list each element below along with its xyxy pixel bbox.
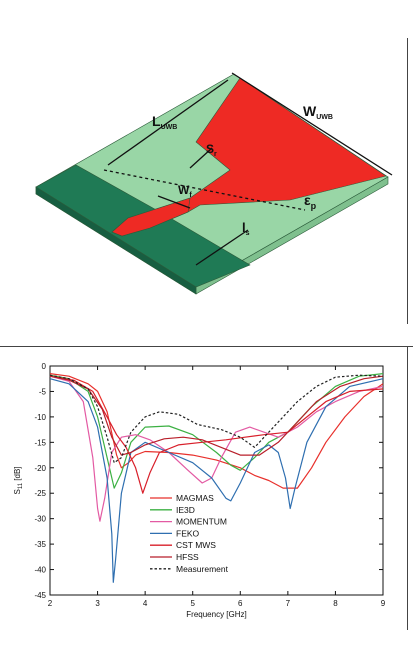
x-tick-label: 7 bbox=[286, 599, 291, 608]
plot-frame bbox=[49, 365, 384, 596]
legend-label-ie3d: IE3D bbox=[176, 505, 195, 515]
legend-label-hfss: HFSS bbox=[176, 552, 199, 562]
series-line-momentum bbox=[49, 375, 384, 522]
eps-p-label: εp bbox=[304, 192, 317, 211]
l-s-dimension-line bbox=[195, 229, 249, 266]
legend-label-feko: FEKO bbox=[176, 528, 200, 538]
w-uwb-dimension-line bbox=[231, 72, 393, 176]
frame-right-rule-bottom bbox=[407, 346, 408, 630]
x-tick-label: 4 bbox=[143, 599, 148, 608]
frame-divider bbox=[0, 346, 413, 347]
s-r-dimension-line bbox=[189, 147, 213, 169]
series-line-cst-mws bbox=[49, 375, 384, 494]
y-axis-label: S11 [dB] bbox=[13, 466, 24, 494]
x-tick-label: 8 bbox=[333, 599, 338, 608]
y-tick-label: -40 bbox=[34, 566, 46, 575]
y-tick-label: -20 bbox=[34, 464, 46, 473]
y-tick-label: -30 bbox=[34, 515, 46, 524]
legend-label-measurement: Measurement bbox=[176, 564, 229, 574]
x-tick-label: 9 bbox=[381, 599, 386, 608]
legend-label-cst-mws: CST MWS bbox=[176, 540, 216, 550]
antenna-geometry-figure: LUWB WUWB Sr Wf εp ls bbox=[35, 72, 393, 295]
x-tick-label: 3 bbox=[95, 599, 100, 608]
x-tick-label: 6 bbox=[238, 599, 243, 608]
w-uwb-label: WUWB bbox=[303, 103, 333, 121]
x-axis-label: Frequency [GHz] bbox=[186, 610, 246, 619]
y-tick-label: -15 bbox=[34, 438, 46, 447]
x-tick-label: 5 bbox=[190, 599, 195, 608]
series-line-feko bbox=[49, 378, 384, 583]
y-tick-label: -10 bbox=[34, 413, 46, 422]
series-line-hfss bbox=[49, 375, 384, 456]
y-tick-label: -35 bbox=[34, 540, 46, 549]
y-tick-label: 0 bbox=[42, 362, 47, 371]
legend-label-magmas: MAGMAS bbox=[176, 493, 214, 503]
legend-label-momentum: MOMENTUM bbox=[176, 517, 227, 527]
series-line-measurement bbox=[49, 374, 384, 464]
x-tick-label: 2 bbox=[48, 599, 53, 608]
s-r-label: Sr bbox=[206, 142, 217, 158]
y-tick-label: -45 bbox=[34, 591, 46, 600]
series-line-magmas bbox=[49, 373, 384, 489]
w-f-label: Wf bbox=[178, 183, 192, 199]
feed-line bbox=[111, 197, 191, 237]
l-uwb-dimension-line bbox=[107, 79, 229, 166]
ground-plane-side bbox=[35, 186, 197, 295]
l-s-label: ls bbox=[242, 220, 250, 237]
y-tick-label: -5 bbox=[39, 387, 47, 396]
frame-right-rule-top bbox=[407, 38, 408, 324]
center-axis-dashed-line bbox=[103, 169, 306, 211]
l-uwb-label: LUWB bbox=[152, 113, 177, 131]
w-f-dimension-line bbox=[157, 195, 191, 209]
y-tick-label: -25 bbox=[34, 489, 46, 498]
